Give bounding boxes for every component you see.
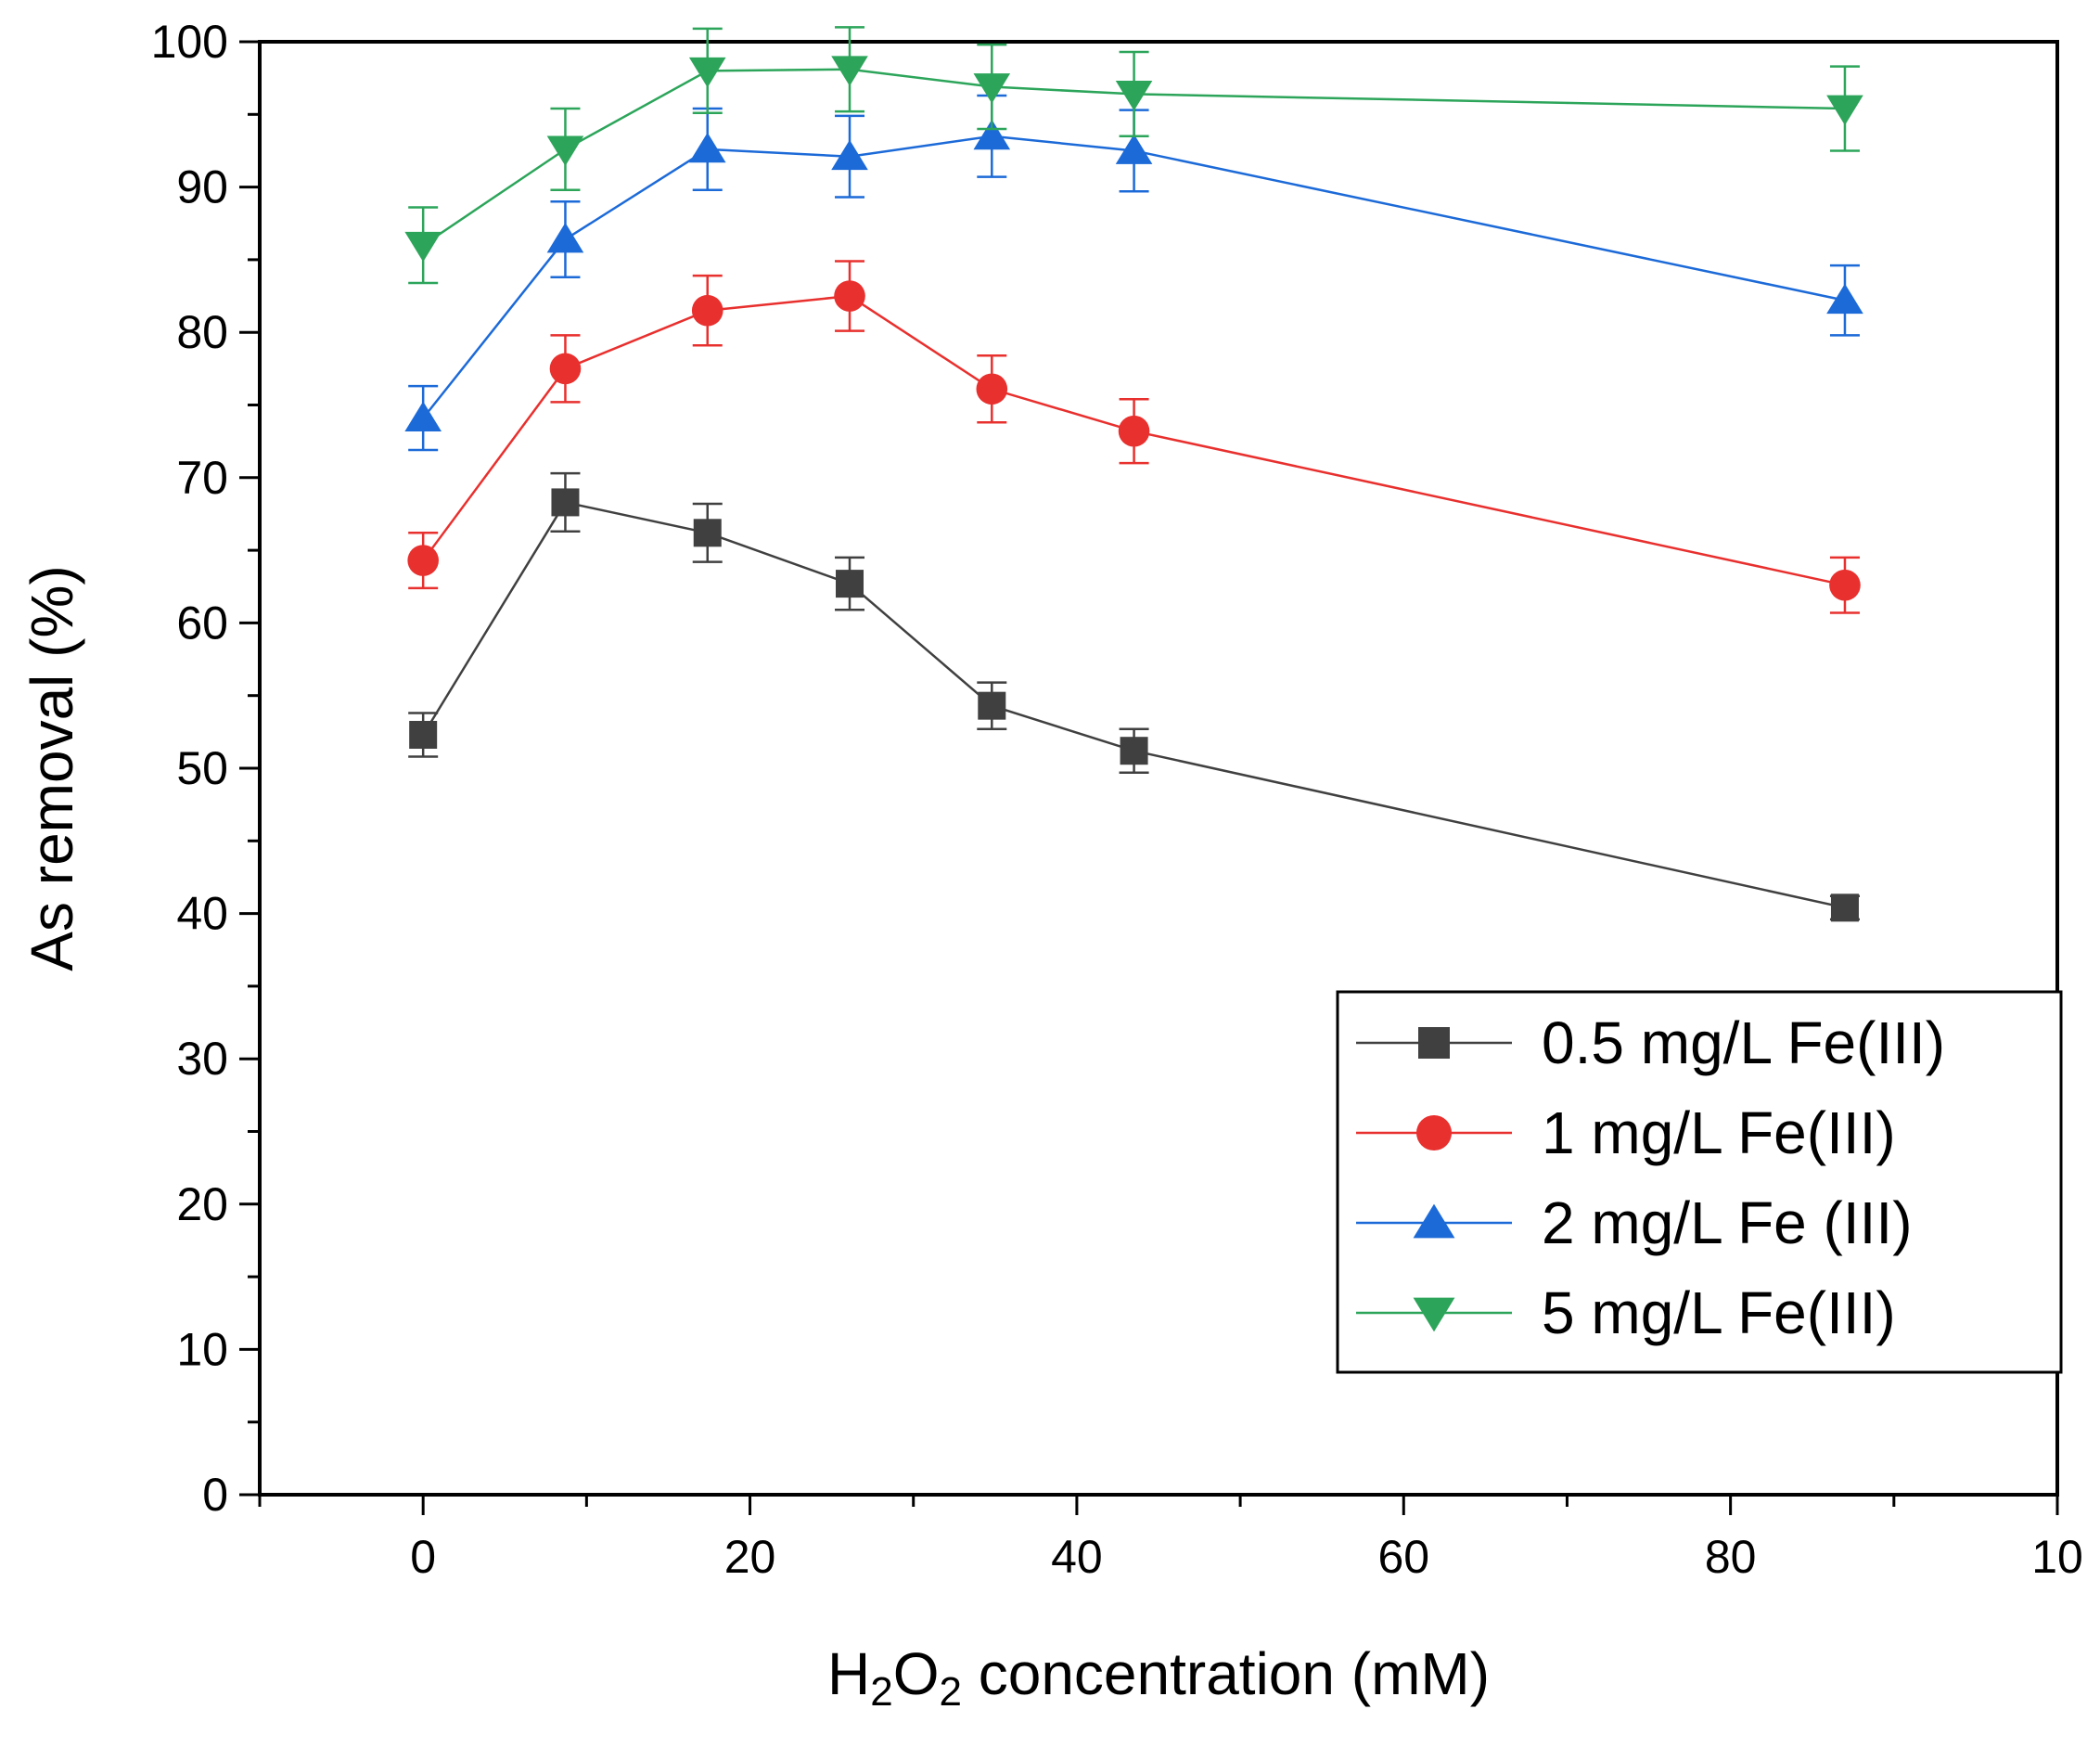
y-tick-label: 10 [176,1323,228,1375]
data-point [688,57,726,88]
series-3 [404,94,1863,452]
data-point [1120,737,1148,765]
data-point [551,488,580,517]
x-axis-label-sub2: 2 [939,1669,961,1715]
series-line [422,501,1846,909]
y-tick-label: 60 [176,597,228,649]
x-axis-label-sub1: 2 [870,1669,892,1715]
data-point [1115,80,1153,111]
y-axis-ticks: 0 10 20 30 40 50 60 70 80 90 100 [151,16,260,1521]
data-point [973,119,1011,150]
data-point [1829,569,1861,601]
data-point [831,139,868,171]
y-tick-label: 80 [176,306,228,358]
legend-entry: 2 mg/L Fe (III) [1356,1189,1913,1256]
y-tick-label: 30 [176,1033,228,1085]
data-point [546,135,584,166]
legend-box [1336,990,2063,1374]
series-2 [407,260,1861,614]
legend-marker [1418,1027,1450,1059]
x-axis-label-o: O [893,1640,940,1707]
legend-entry: 1 mg/L Fe(III) [1356,1099,1896,1166]
data-point [1826,283,1863,315]
y-tick-label: 90 [176,161,228,213]
data-point [831,56,868,86]
y-tick-label: 100 [151,16,228,68]
x-tick-label: 80 [1705,1531,1757,1583]
data-point [549,353,582,385]
y-tick-label: 20 [176,1178,228,1230]
legend: 0.5 mg/L Fe(III) 1 mg/L Fe(III) 2 mg/L Fe … [1336,990,2063,1374]
x-axis-ticks: 0 20 40 60 80 10 [258,1495,2083,1583]
data-point [546,222,584,253]
data-point [1118,415,1150,447]
legend-entry: 5 mg/L Fe(III) [1356,1279,1896,1346]
series-layer [404,26,1863,922]
data-point [404,401,442,431]
y-axis-label: As removal (%) [19,565,85,970]
data-point [1115,134,1153,164]
x-tick-label: 60 [1377,1531,1429,1583]
data-point [1826,95,1863,126]
x-axis-label-h: H [827,1640,870,1707]
data-point [409,720,438,749]
data-point [834,280,865,312]
series-4 [404,26,1863,285]
data-point [693,519,722,547]
y-tick-label: 0 [202,1469,228,1521]
data-point [688,132,726,163]
legend-label: 2 mg/L Fe (III) [1542,1189,1913,1256]
legend-marker [1415,1114,1453,1151]
data-point [691,294,723,327]
y-tick-label: 40 [176,888,228,940]
legend-label: 5 mg/L Fe(III) [1542,1279,1896,1346]
data-point [404,231,442,263]
y-tick-label: 70 [176,452,228,504]
legend-label: 1 mg/L Fe(III) [1542,1099,1896,1166]
x-tick-label: 0 [410,1531,436,1583]
legend-label: 0.5 mg/L Fe(III) [1542,1009,1945,1076]
legend-marker [1413,1203,1455,1239]
x-tick-label: 40 [1051,1531,1103,1583]
data-point [836,570,864,598]
data-point [973,73,1011,104]
data-point [1830,893,1859,922]
y-tick-label: 50 [176,742,228,794]
x-tick-label: 20 [724,1531,776,1583]
data-point [407,545,439,576]
series-1 [408,471,1860,922]
legend-marker [1413,1297,1455,1332]
data-point [976,373,1008,405]
legend-entry: 0.5 mg/L Fe(III) [1356,1009,1945,1076]
x-tick-label: 10 [2031,1531,2083,1583]
x-axis-label: H2O2 concentration (mM) [827,1640,1490,1715]
data-point [978,691,1006,720]
x-axis-label-rest: concentration (mM) [962,1640,1490,1707]
